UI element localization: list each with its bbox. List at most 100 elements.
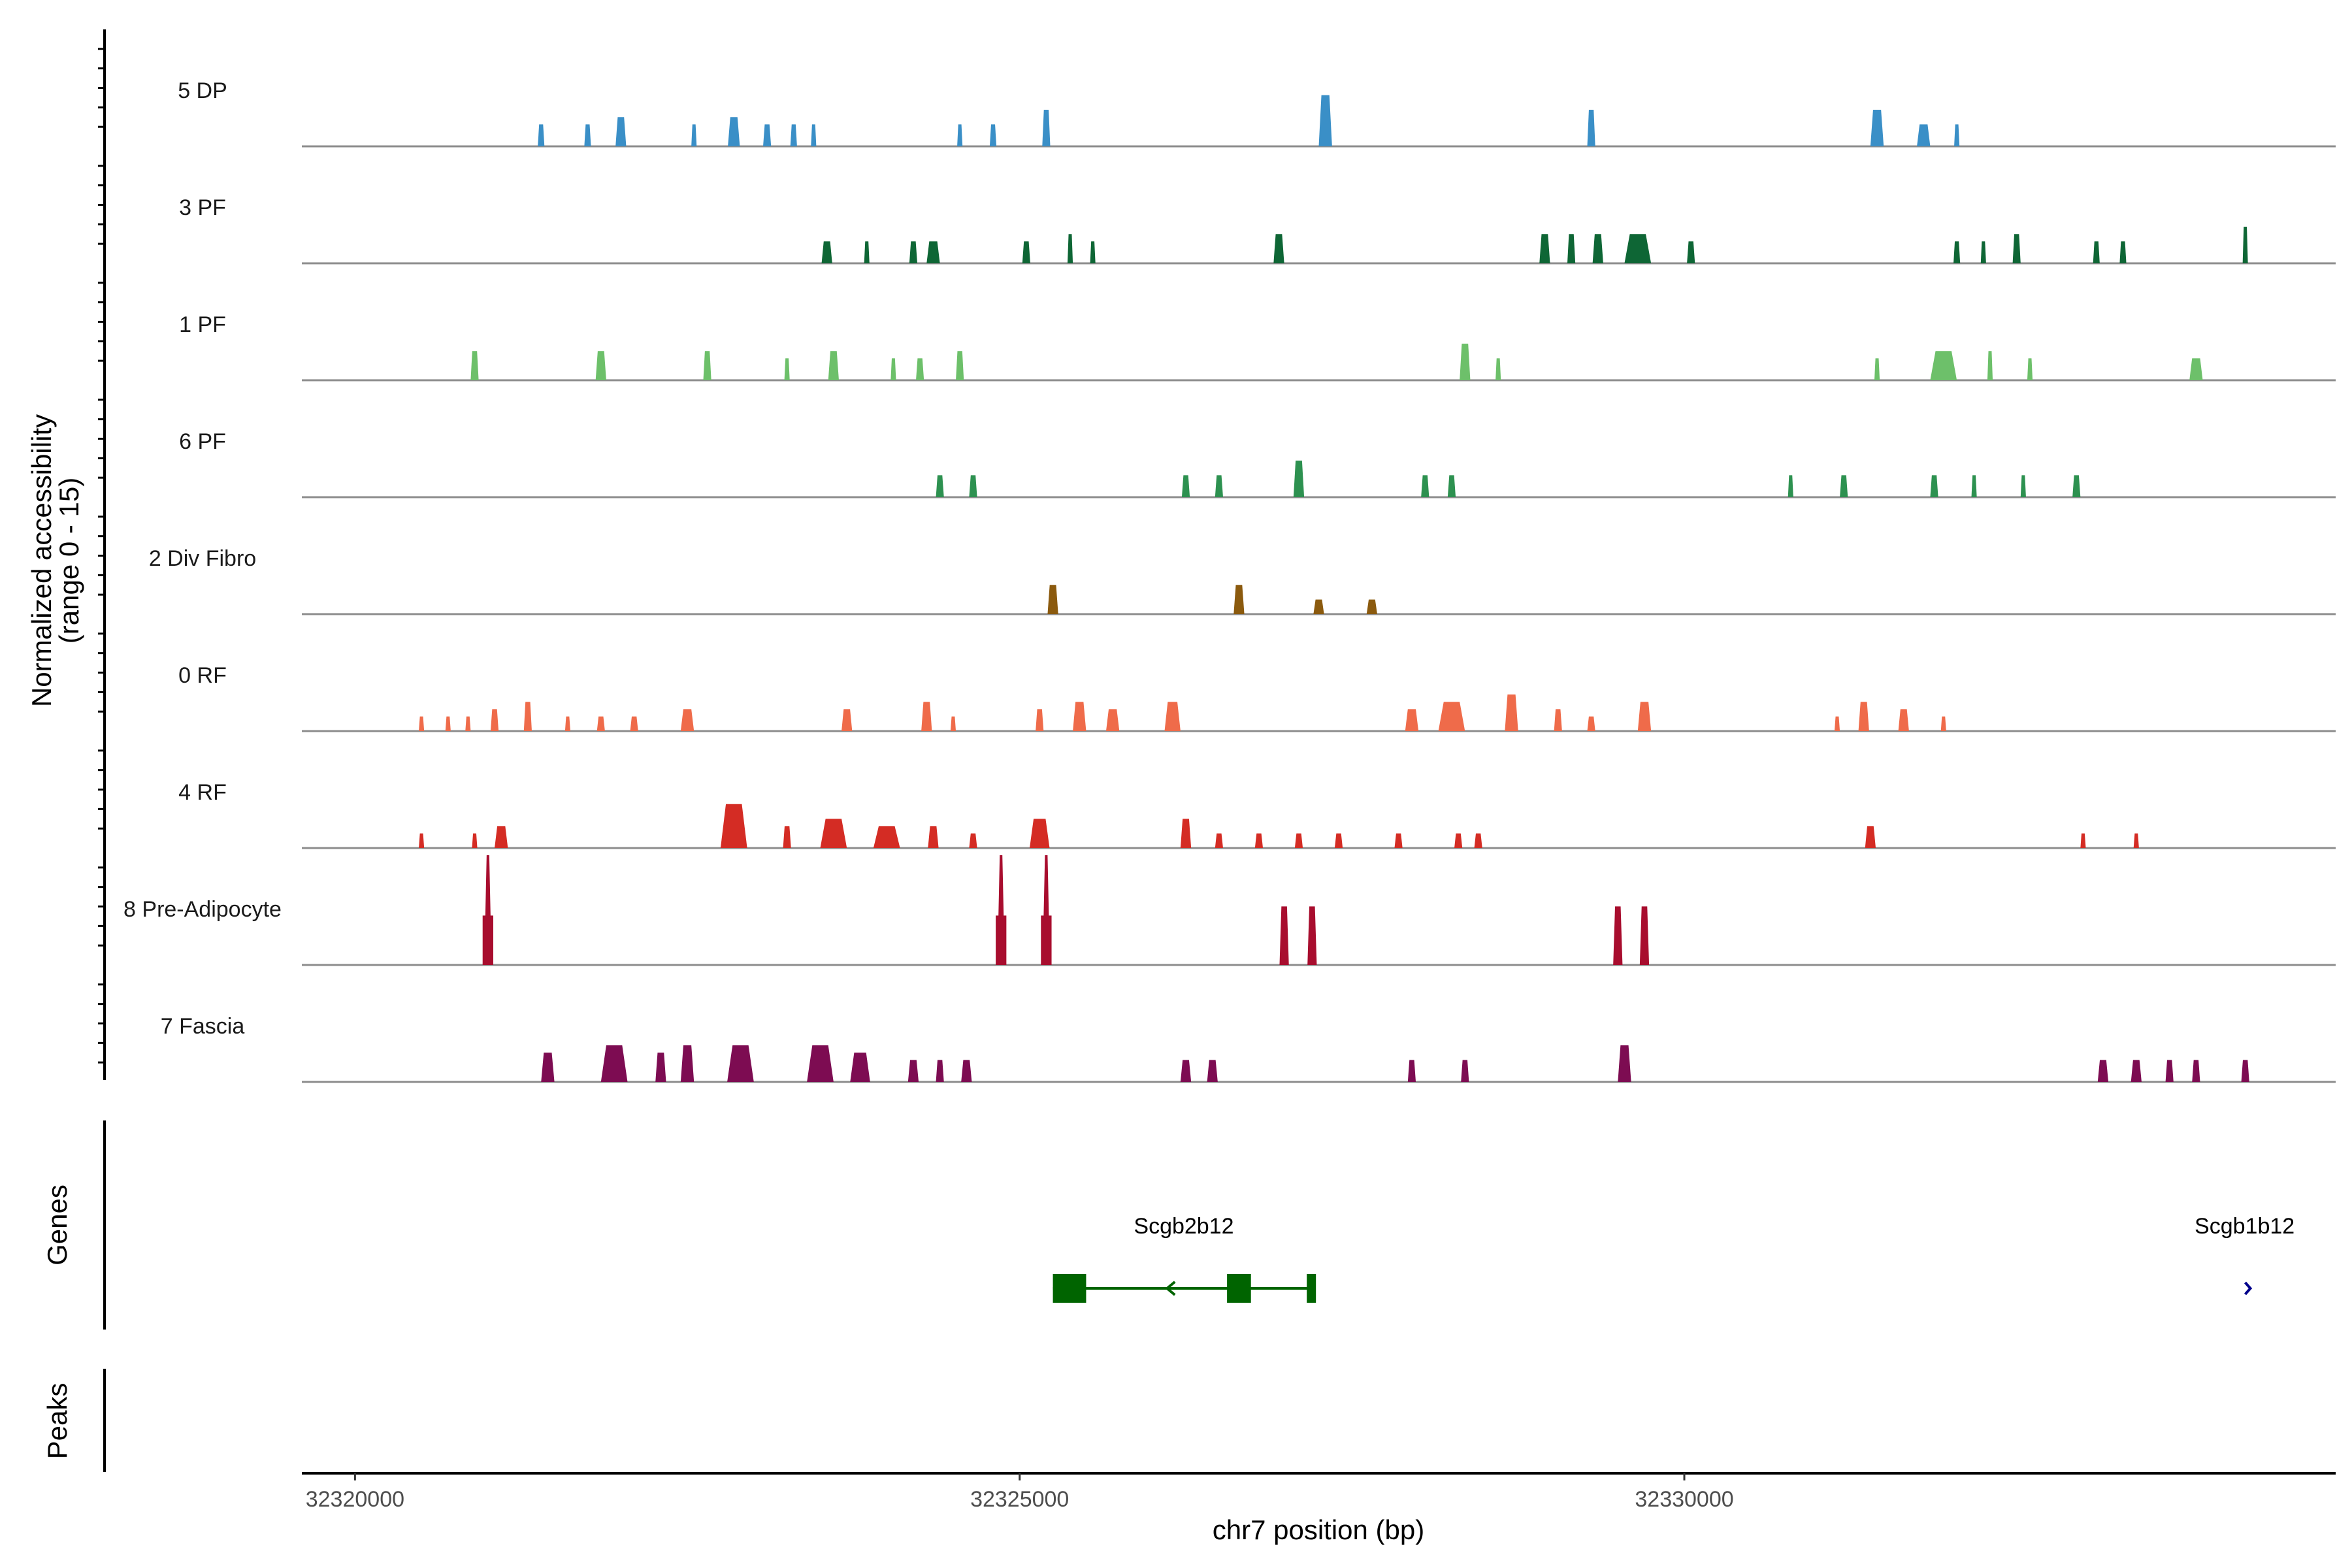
coverage-peak xyxy=(1953,241,1961,263)
track-label: 6 PF xyxy=(179,429,226,454)
x-axis-title: chr7 position (bp) xyxy=(1213,1514,1425,1545)
coverage-peak xyxy=(2097,1060,2109,1082)
coverage-peak xyxy=(595,351,606,380)
coverage-peak xyxy=(950,716,956,731)
track-7: 8 Pre-Adipocyte xyxy=(123,855,2336,966)
coverage-peak xyxy=(841,709,853,731)
y-axis-title-line1: Normalized accessibility xyxy=(26,414,57,707)
coverage-peak xyxy=(1407,1060,1416,1082)
coverage-peak xyxy=(2131,1060,2142,1082)
coverage-peak xyxy=(936,1060,944,1082)
coverage-peak xyxy=(523,702,532,731)
gene-Scgb1b12: Scgb1b12 xyxy=(2195,1214,2295,1296)
x-tick-label: 32325000 xyxy=(970,1487,1069,1512)
coverage-peak xyxy=(1874,358,1880,380)
track-label: 5 DP xyxy=(178,78,227,103)
gene-annotation-track: Scgb2b12 Scgb1b12 xyxy=(1053,1214,2295,1303)
coverage-peak xyxy=(1898,709,1909,731)
coverage-peak xyxy=(1980,241,1986,263)
coverage-peak xyxy=(2119,241,2127,263)
coverage-peak xyxy=(1840,475,1848,497)
coverage-peak xyxy=(1639,906,1650,965)
coverage-peak xyxy=(1447,475,1456,497)
coverage-peak xyxy=(465,716,471,731)
track-label: 3 PF xyxy=(179,195,226,220)
coverage-peak xyxy=(1180,819,1192,848)
track-label: 1 PF xyxy=(179,312,226,337)
coverage-peak xyxy=(2072,475,2081,497)
coverage-peak xyxy=(720,804,747,848)
coverage-peak xyxy=(2093,241,2100,263)
track-label: 0 RF xyxy=(178,663,227,688)
coverage-peak xyxy=(807,1045,834,1082)
coverage-peak xyxy=(1313,599,1324,614)
coverage-peak xyxy=(811,124,817,146)
coverage-peak xyxy=(1273,234,1284,263)
coverage-peak xyxy=(1505,694,1518,731)
coverage-peak xyxy=(2242,227,2248,263)
coverage-peak xyxy=(2012,234,2021,263)
gene-Scgb2b12: Scgb2b12 xyxy=(1053,1214,1316,1303)
coverage-peak xyxy=(1461,1060,1469,1082)
coverage-peak xyxy=(482,855,493,965)
coverage-peak xyxy=(1042,110,1051,146)
coverage-peak xyxy=(1637,702,1652,731)
coverage-peak xyxy=(969,475,977,497)
coverage-peak xyxy=(784,358,790,380)
coverage-peak xyxy=(1587,716,1595,731)
coverage-peak xyxy=(1454,833,1463,848)
track-label: 4 RF xyxy=(178,780,227,805)
coverage-peak xyxy=(864,241,870,263)
coverage-peak xyxy=(1587,110,1595,146)
coverage-peak xyxy=(1592,234,1603,263)
coverage-peak xyxy=(630,716,638,731)
coverage-peak xyxy=(1858,702,1869,731)
coverage-peak xyxy=(928,826,939,848)
coverage-peak xyxy=(1334,833,1343,848)
coverage-peak xyxy=(1865,826,1876,848)
coverage-peak xyxy=(1940,716,1946,731)
coverage-peak xyxy=(655,1053,666,1082)
coverage-peak xyxy=(1180,1060,1192,1082)
coverage-peak xyxy=(1421,475,1429,497)
coverage-peak xyxy=(850,1053,870,1082)
coverage-peak xyxy=(419,833,425,848)
x-axis-ticks: 32320000 32325000 32330000 xyxy=(306,1473,1734,1512)
track-label: 8 Pre-Adipocyte xyxy=(123,897,282,922)
coverage-peak xyxy=(783,826,791,848)
peaks-panel-label: Peaks xyxy=(42,1383,73,1460)
coverage-peak xyxy=(916,358,924,380)
coverage-peak xyxy=(1971,475,1977,497)
strand-arrow xyxy=(2244,1281,2253,1296)
coverage-peak xyxy=(1834,716,1840,731)
coverage-peak xyxy=(1307,906,1317,965)
coverage-peak xyxy=(790,124,797,146)
coverage-peak xyxy=(1215,475,1224,497)
coverage-peak xyxy=(1279,906,1289,965)
coverage-peak xyxy=(490,709,499,731)
coverage-peak xyxy=(1022,241,1030,263)
coverage-peak xyxy=(1254,833,1264,848)
coverage-peak xyxy=(956,351,964,380)
coverage-peak xyxy=(969,833,977,848)
coverage-peak xyxy=(472,833,478,848)
coverage-peak xyxy=(2189,358,2203,380)
coverage-peak xyxy=(1930,475,1938,497)
x-tick-label: 32330000 xyxy=(1635,1487,1733,1512)
gene-exon xyxy=(1053,1274,1086,1303)
coverage-peak xyxy=(1954,124,1960,146)
coverage-peak xyxy=(1207,1060,1218,1082)
coverage-peak xyxy=(961,1060,972,1082)
coverage-peak xyxy=(763,124,772,146)
track-3: 6 PF xyxy=(179,429,2336,498)
coverage-peak xyxy=(1870,110,1884,146)
track-5: 0 RF xyxy=(178,663,2336,732)
coverage-peak xyxy=(873,826,900,848)
coverage-peak xyxy=(1041,855,1052,965)
coverage-tracks: 5 DP 3 PF 1 PF 6 PF 2 Div Fibro 0 RF 4 RF 8 Pre… xyxy=(123,78,2336,1083)
coverage-peak xyxy=(1539,234,1550,263)
coverage-peak xyxy=(1930,351,1957,380)
track-4: 2 Div Fibro xyxy=(149,546,2336,615)
coverage-peak xyxy=(541,1053,555,1082)
